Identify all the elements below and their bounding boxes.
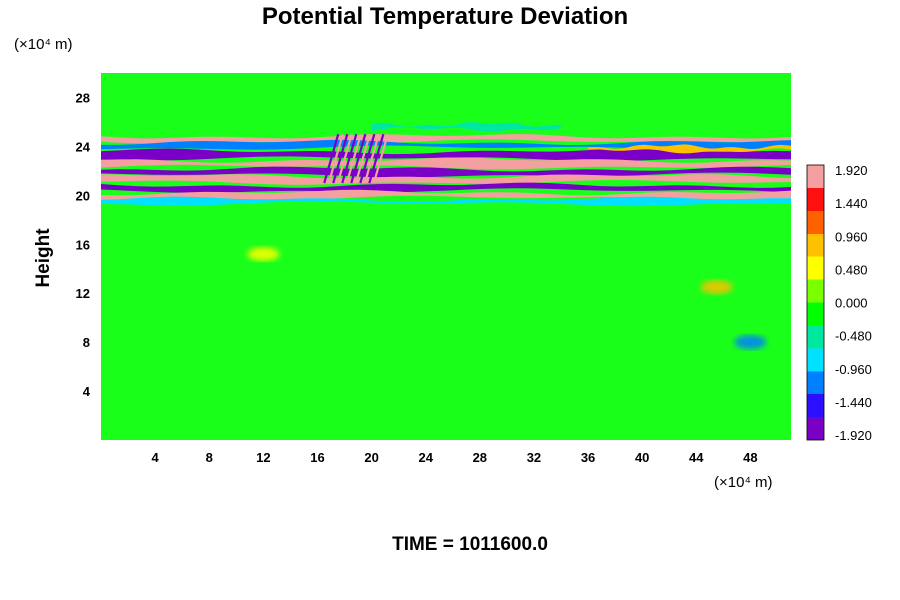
- y-tick-label: 4: [83, 384, 91, 399]
- x-tick-label: 32: [527, 450, 541, 465]
- heatmap-band: [101, 174, 791, 185]
- x-tick-label: 24: [418, 450, 433, 465]
- x-tick-label: 44: [689, 450, 704, 465]
- heatmap-perturbation: [700, 280, 733, 295]
- wave-packet-stripe: [359, 133, 376, 184]
- x-axis-ticks: 4 8 12 16 20 24 28 32 36 40 44 48: [152, 450, 758, 465]
- colorbar-ticks: 1.920 1.440 0.960 0.480 0.000 -0.480 -0.960 -1.…: [835, 163, 872, 443]
- heatmap-band: [101, 139, 791, 151]
- colorbar-tick-label: 0.000: [835, 296, 868, 311]
- heatmap-plot-area: [101, 73, 791, 440]
- heatmap-features: [247, 133, 767, 350]
- heatmap-band: [101, 189, 791, 201]
- x-tick-label: 20: [364, 450, 378, 465]
- x-unit-label: (×10⁴ m): [714, 474, 773, 491]
- wave-packet-stripe: [336, 133, 353, 184]
- y-tick-label: 20: [76, 188, 90, 203]
- y-tick-label: 8: [83, 335, 90, 350]
- y-tick-label: 16: [76, 237, 90, 252]
- wave-packet-stripe: [368, 133, 385, 184]
- heatmap-band: [101, 166, 791, 178]
- wave-packet-stripe: [350, 133, 367, 184]
- heatmap-band: [101, 148, 791, 162]
- wave-packet-stripe: [354, 133, 371, 184]
- colorbar-tick-label: 0.960: [835, 229, 868, 244]
- x-tick-label: 12: [256, 450, 270, 465]
- y-unit-label: (×10⁴ m): [14, 36, 73, 53]
- x-tick-label: 16: [310, 450, 324, 465]
- heatmap-background: [101, 73, 791, 440]
- x-tick-label: 8: [206, 450, 213, 465]
- chart-title: Potential Temperature Deviation: [262, 3, 628, 30]
- wave-packet: [323, 133, 389, 184]
- heatmap-band: [588, 144, 791, 154]
- wave-packet-stripe: [332, 133, 349, 184]
- wave-packet-stripe: [327, 133, 344, 184]
- heatmap-band: [101, 157, 791, 170]
- y-tick-label: 28: [76, 90, 90, 105]
- heatmap-bands: [101, 122, 791, 207]
- colorbar-tick-label: 1.440: [835, 196, 868, 211]
- y-tick-label: 12: [76, 286, 90, 301]
- time-label: TIME = 1011600.0: [392, 534, 548, 555]
- x-tick-label: 48: [743, 450, 757, 465]
- y-tick-label: 24: [76, 139, 91, 154]
- x-tick-label: 28: [473, 450, 487, 465]
- heatmap-perturbation: [247, 247, 280, 262]
- x-tick-label: 40: [635, 450, 649, 465]
- colorbar-tick-label: 1.920: [835, 163, 868, 178]
- wave-packet-stripe: [363, 133, 380, 184]
- colorbar-tick-label: 0.480: [835, 262, 868, 277]
- y-axis-ticks: 4 8 12 16 20 24 28: [76, 90, 91, 399]
- heatmap-band: [101, 196, 791, 207]
- x-tick-label: 36: [581, 450, 595, 465]
- x-tick-label: 4: [152, 450, 160, 465]
- wave-packet-stripe: [372, 133, 389, 184]
- heatmap-band: [101, 182, 791, 193]
- heatmap-band: [371, 122, 561, 132]
- colorbar-tick-label: -1.920: [835, 428, 872, 443]
- wave-packet-stripe: [323, 133, 340, 184]
- heatmap-perturbation: [734, 335, 767, 350]
- colorbar-tick-label: -1.440: [835, 395, 872, 410]
- colorbar: 1.920 1.440 0.960 0.480 0.000 -0.480 -0.960 -1.…: [806, 163, 872, 443]
- heatmap-band: [101, 134, 791, 145]
- y-axis-label: Height: [33, 228, 54, 288]
- colorbar-tick-label: -0.480: [835, 329, 872, 344]
- colorbar-gradient: [806, 164, 825, 441]
- wave-packet-stripe: [345, 133, 362, 184]
- wave-packet-stripe: [341, 133, 358, 184]
- colorbar-tick-label: -0.960: [835, 362, 872, 377]
